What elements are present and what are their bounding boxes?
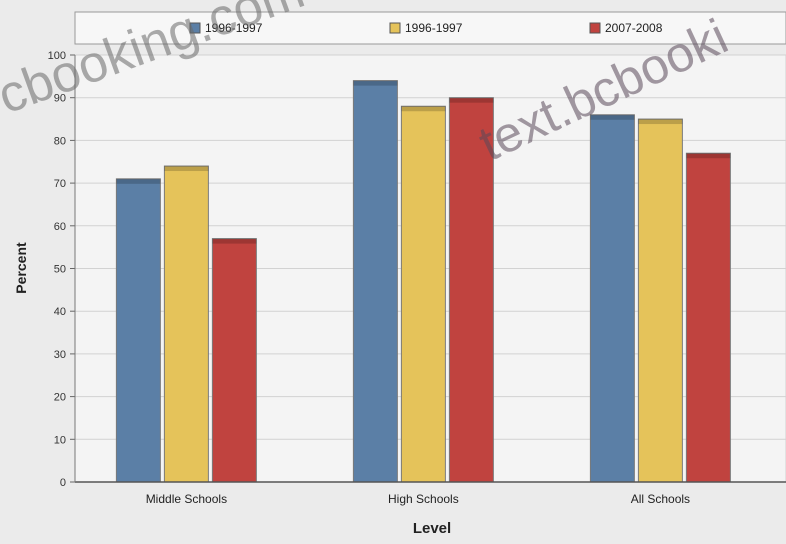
bar-top-shade — [401, 106, 446, 112]
bar-top-shade — [638, 119, 683, 125]
x-tick-label: Middle Schools — [146, 492, 227, 506]
bar — [448, 97, 494, 483]
legend-swatch — [189, 22, 201, 34]
bar — [211, 238, 257, 483]
y-tick-label: 90 — [54, 93, 66, 105]
bar-top-shade — [212, 238, 257, 244]
y-tick-label: 30 — [54, 349, 66, 361]
bar-top-shade — [686, 153, 731, 159]
x-tick-label: High Schools — [388, 492, 459, 506]
bars — [115, 80, 731, 483]
legend-label: 1996-1997 — [405, 21, 463, 35]
bar-top-shade — [449, 97, 494, 103]
y-axis-label: Percent — [13, 242, 29, 294]
legend-swatch — [589, 22, 601, 34]
bar — [400, 105, 446, 483]
y-tick-label: 40 — [54, 306, 66, 318]
y-tick-label: 100 — [48, 50, 66, 62]
y-tick-label: 70 — [54, 178, 66, 190]
y-tick-label: 60 — [54, 221, 66, 233]
bar — [352, 80, 398, 483]
y-axis-ticks: 0 10 20 30 40 50 60 70 80 90 100 — [48, 50, 75, 489]
x-tick-label: All Schools — [631, 492, 690, 506]
bar-top-shade — [116, 178, 161, 184]
legend-label: 1996-1997 — [205, 21, 263, 35]
x-axis-label: Level — [413, 520, 451, 537]
y-tick-label: 10 — [54, 434, 66, 446]
x-axis-ticks: Middle Schools High Schools All Schools — [146, 492, 690, 506]
bar — [637, 118, 683, 483]
y-tick-label: 20 — [54, 392, 66, 404]
bar — [589, 114, 635, 483]
bar-top-shade — [353, 80, 398, 86]
bar-top-shade — [590, 114, 635, 120]
bar-top-shade — [164, 166, 209, 172]
y-tick-label: 80 — [54, 135, 66, 147]
y-tick-label: 50 — [54, 264, 66, 276]
bar — [163, 165, 209, 483]
bar — [685, 152, 731, 483]
legend: 1996-1997 1996-1997 2007-2008 — [189, 21, 663, 35]
bar — [115, 178, 161, 483]
legend-label: 2007-2008 — [605, 21, 663, 35]
legend-swatch — [389, 22, 401, 34]
y-tick-label: 0 — [60, 477, 66, 489]
